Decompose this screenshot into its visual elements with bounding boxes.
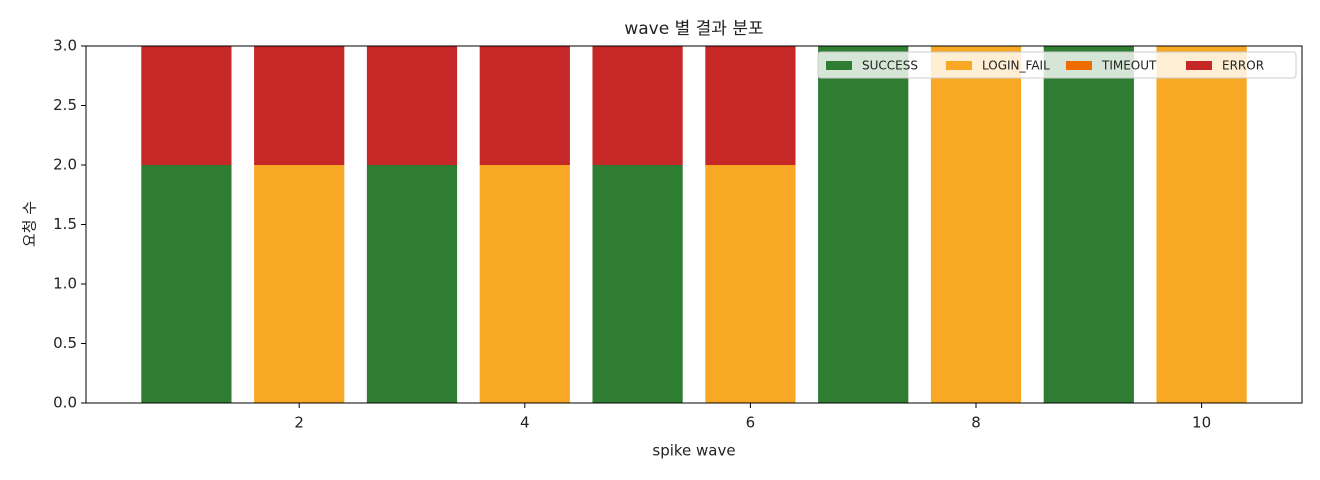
y-tick-label: 0.5 — [53, 334, 77, 352]
legend-swatch — [1066, 61, 1092, 70]
legend-label: SUCCESS — [862, 59, 918, 73]
x-tick-label: 4 — [520, 414, 530, 432]
legend-label: ERROR — [1222, 59, 1264, 73]
x-tick-label: 6 — [746, 414, 756, 432]
legend-label: LOGIN_FAIL — [982, 59, 1050, 73]
y-tick-label: 1.0 — [53, 275, 77, 293]
bar-segment — [818, 46, 909, 403]
bar-segment — [366, 46, 458, 165]
y-tick-label: 2.0 — [53, 156, 77, 174]
x-axis-label: spike wave — [652, 442, 735, 460]
bar-segment — [141, 46, 232, 165]
legend-label: TIMEOUT — [1101, 59, 1157, 73]
bar-segment — [930, 46, 1022, 403]
bar-segment — [479, 46, 570, 165]
legend-swatch — [826, 61, 852, 70]
bar-segment — [141, 165, 232, 403]
x-tick-label: 10 — [1192, 414, 1211, 432]
legend-box — [817, 51, 1297, 79]
legend: SUCCESS LOGIN_FAIL TIMEOUT ERROR — [817, 51, 1297, 79]
bar-segment — [592, 165, 683, 403]
x-tick-label: 2 — [294, 414, 304, 432]
y-tick-label: 2.5 — [53, 96, 77, 114]
bar-segment — [705, 46, 796, 165]
legend-swatch — [946, 61, 972, 70]
bar-segment — [366, 165, 458, 403]
bar-segment — [479, 165, 570, 403]
bar-segment — [705, 165, 796, 403]
y-tick-label: 3.0 — [53, 37, 77, 55]
bar-segment — [592, 46, 683, 165]
x-tick-label: 8 — [971, 414, 981, 432]
y-tick-label: 1.5 — [53, 215, 77, 233]
bar-segment — [1156, 46, 1247, 403]
legend-swatch — [1186, 61, 1212, 70]
y-tick-label: 0.0 — [53, 394, 77, 412]
bar-segment — [254, 165, 345, 403]
chart-title: wave 별 결과 분포 — [624, 19, 763, 39]
y-axis-label: 요청 수 — [21, 201, 39, 247]
bar-segment — [254, 46, 345, 165]
bar-segment — [1043, 46, 1134, 403]
